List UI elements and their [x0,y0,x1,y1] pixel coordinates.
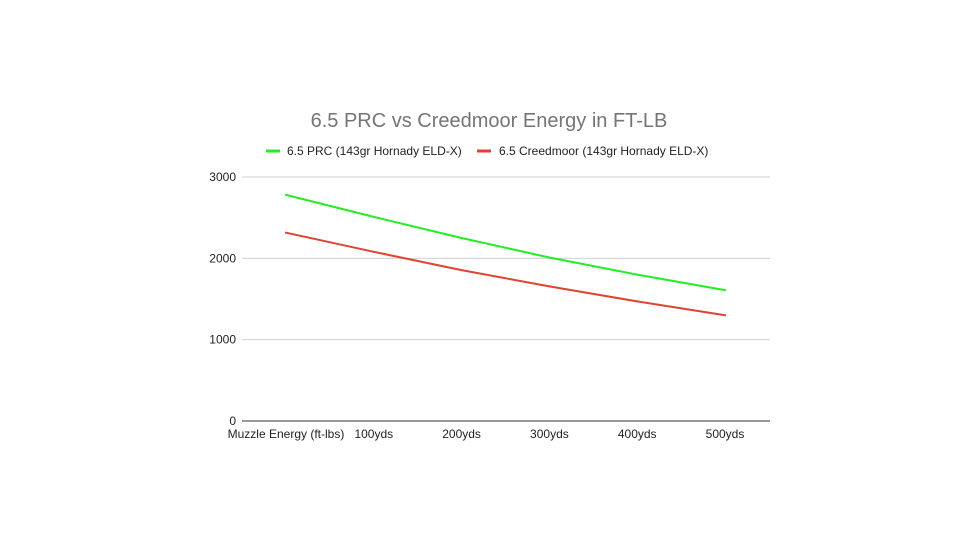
legend-label-prc: 6.5 PRC (143gr Hornady ELD-X) [287,144,462,158]
y-tick-label-2000: 2000 [209,251,236,265]
data-point-s0-3 [548,256,551,259]
y-tick-label-3000: 3000 [209,170,236,184]
data-point-s1-2 [460,269,463,272]
data-point-s1-1 [372,250,375,253]
data-point-s0-4 [636,273,639,276]
data-point-s1-0 [285,231,287,234]
gridlines [242,176,770,341]
data-point-s1-3 [548,285,551,288]
data-point-s1-5 [724,314,726,317]
y-tick-label-0: 0 [229,414,236,428]
x-axis-ticks: Muzzle Energy (ft-lbs) 100yds 200yds 300yds… [228,427,745,441]
x-tick-label-0: Muzzle Energy (ft-lbs) [228,427,345,441]
legend-label-creedmoor: 6.5 Creedmoor (143gr Hornady ELD-X) [499,144,708,158]
y-tick-label-1000: 1000 [209,333,236,347]
series-lines [285,193,726,317]
data-point-s1-4 [636,300,639,303]
data-point-s0-5 [724,289,726,292]
x-tick-label-4: 400yds [618,427,657,441]
legend-item-creedmoor[interactable]: 6.5 Creedmoor (143gr Hornady ELD-X) [477,144,708,158]
chart-title: 6.5 PRC vs Creedmoor Energy in FT-LB [311,110,668,132]
x-tick-label-3: 300yds [530,427,569,441]
data-point-s0-1 [372,215,375,218]
series-line-1 [285,231,726,317]
x-tick-label-2: 200yds [442,427,481,441]
x-tick-label-5: 500yds [706,427,745,441]
series-line-0 [285,193,726,292]
legend: 6.5 PRC (143gr Hornady ELD-X) 6.5 Creedm… [266,144,708,158]
legend-item-prc[interactable]: 6.5 PRC (143gr Hornady ELD-X) [266,144,462,158]
data-point-s0-0 [285,193,287,196]
x-tick-label-1: 100yds [354,427,393,441]
y-axis-ticks: 0 1000 2000 3000 [209,170,236,428]
data-point-s0-2 [460,237,463,239]
